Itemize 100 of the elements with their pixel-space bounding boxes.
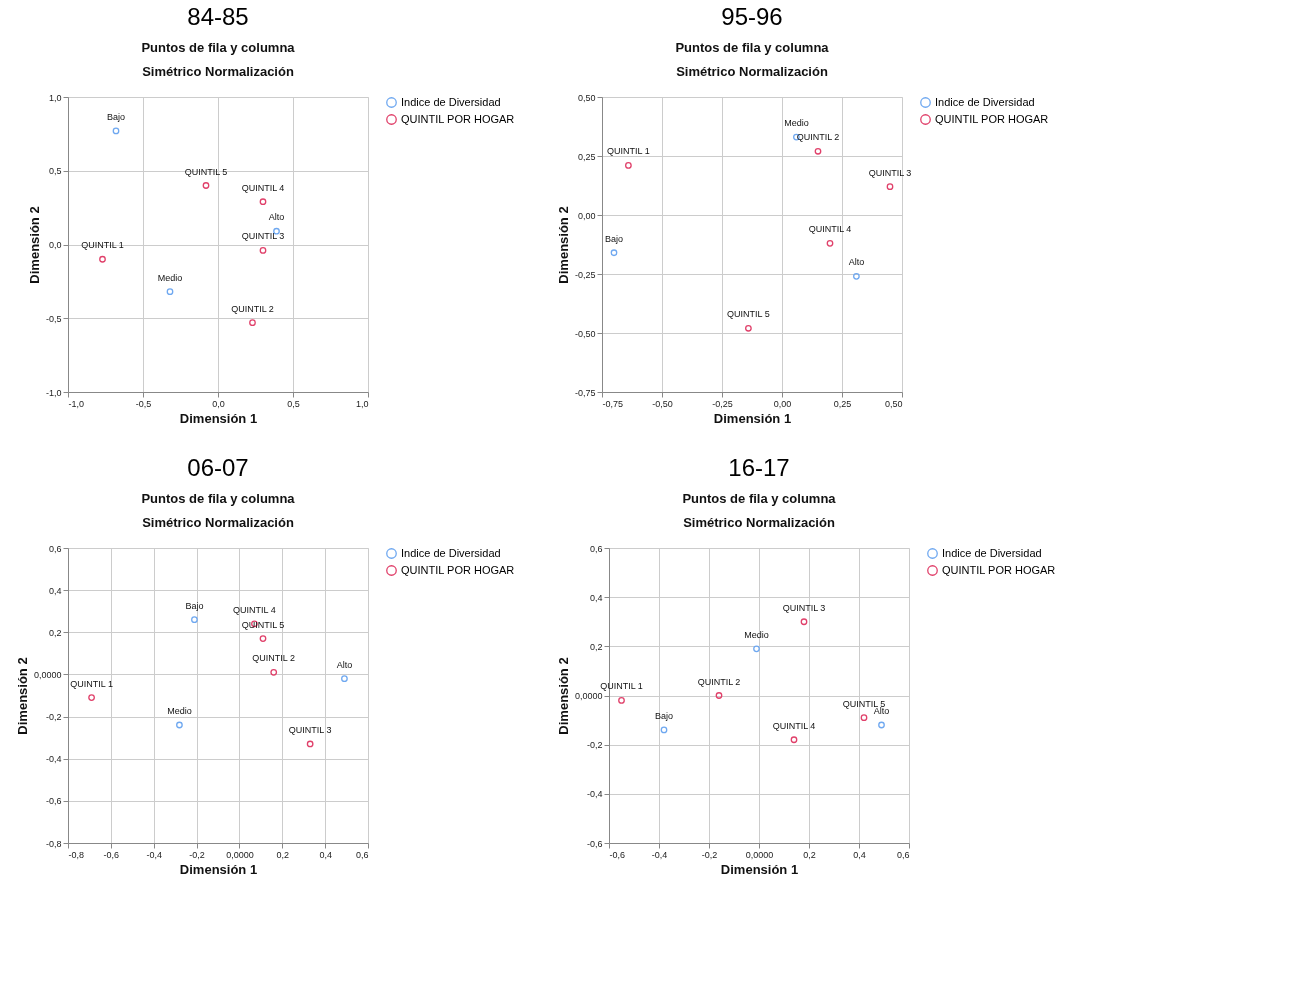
y-tick-label: 0,00: [577, 210, 596, 221]
y-tick-label: 0,2: [589, 641, 603, 652]
x-tick-label: 0,4: [319, 849, 332, 860]
x-axis-title: Dimensión 1: [720, 861, 799, 877]
annotation: QUINTIL 4: [808, 224, 852, 235]
annotation: Bajo: [106, 111, 126, 122]
y-tick-label: 1,0: [48, 92, 62, 103]
x-tick-label: -0,6: [103, 849, 120, 860]
chart-subtitle: Puntos de fila y columna: [675, 40, 830, 55]
x-tick-label: 0,00: [773, 398, 792, 409]
annotation: Bajo: [185, 600, 204, 611]
x-axis-title: Dimensión 1: [179, 410, 258, 426]
annotation: Alto: [268, 212, 285, 223]
x-tick-label: -0,2: [189, 849, 205, 860]
x-tick-label: -0,8: [68, 849, 85, 860]
x-tick-label: 0,2: [276, 849, 290, 860]
annotation: QUINTIL 5: [727, 309, 770, 320]
x-tick-label: -0,50: [652, 398, 673, 409]
x-tick-label: -0,4: [651, 849, 668, 860]
annotation: QUINTIL 4: [233, 604, 276, 615]
annotation: Bajo: [654, 710, 674, 721]
annotation: QUINTIL 3: [241, 231, 285, 242]
annotation: QUINTIL 1: [81, 240, 124, 251]
y-tick-label: 0,50: [577, 92, 596, 103]
y-tick-label: 0,25: [577, 151, 596, 162]
y-tick-label: -0,2: [586, 740, 603, 751]
y-tick-label: 0,5: [48, 166, 62, 177]
y-tick-label: 0,0000: [574, 691, 603, 701]
x-tick-label: 0,5: [287, 398, 300, 409]
chart-title: 84-85: [187, 3, 249, 30]
y-tick-label: 0,6: [48, 543, 62, 554]
y-tick-label: 0,4: [48, 585, 62, 596]
y-tick-label: -1,0: [45, 387, 62, 398]
legend-label: Indice de Diversidad: [942, 546, 1042, 559]
chart-subtitle: Puntos de fila y columna: [682, 491, 837, 506]
legend-label: Indice de Diversidad: [401, 546, 501, 559]
annotation: QUINTIL 2: [231, 303, 274, 314]
annotation: Medio: [157, 272, 183, 283]
annotation: QUINTIL 5: [184, 166, 228, 177]
y-tick-label: 0,6: [589, 543, 603, 554]
x-tick-label: 1,0: [355, 398, 369, 409]
annotation: QUINTIL 4: [772, 720, 816, 731]
text: Simétrico Normalización: [142, 515, 294, 530]
x-tick-label: -1,0: [68, 398, 85, 409]
y-axis-title: Dimensión 2: [26, 206, 42, 284]
text: Simétrico Normalización: [676, 64, 828, 79]
annotation: Medio: [167, 706, 192, 716]
y-tick-label: -0,6: [45, 796, 62, 807]
y-tick-label: 0,2: [48, 627, 62, 638]
legend-label: QUINTIL POR HOGAR: [401, 563, 515, 576]
x-tick-label: 0,25: [833, 398, 852, 409]
annotation: QUINTIL 1: [70, 678, 113, 689]
chart-subtitle: Puntos de fila y columna: [141, 491, 296, 506]
y-tick-label: -0,4: [586, 789, 603, 800]
annotation: Medio: [784, 118, 809, 129]
text: Simétrico Normalización: [142, 64, 294, 79]
y-tick-label: 0,0000: [33, 669, 62, 680]
x-tick-label: 0,6: [355, 849, 369, 860]
y-tick-label: 0,4: [589, 592, 603, 603]
x-tick-label: 0,50: [884, 398, 903, 409]
legend-label: Indice de Diversidad: [935, 95, 1035, 108]
x-tick-label: -0,5: [135, 398, 152, 409]
text: Simétrico Normalización: [683, 515, 835, 530]
x-tick-label: 0,0000: [745, 849, 774, 860]
x-tick-label: -0,2: [701, 849, 718, 860]
annotation: QUINTIL 3: [782, 602, 826, 613]
annotation: QUINTIL 3: [868, 167, 912, 178]
x-tick-label: 0,0: [212, 398, 225, 409]
y-axis-title: Dimensión 2: [555, 657, 571, 735]
x-tick-label: 0,6: [896, 849, 910, 860]
x-tick-label: 0,4: [853, 849, 866, 860]
x-tick-label: -0,25: [712, 398, 733, 409]
x-tick-label: 0,2: [803, 849, 816, 860]
annotation: QUINTIL 4: [241, 182, 285, 193]
x-tick-label: -0,6: [609, 849, 626, 860]
annotation: Bajo: [604, 233, 624, 244]
annotation: Alto: [336, 659, 353, 670]
y-axis-title: Dimensión 2: [555, 206, 571, 284]
legend-label: QUINTIL POR HOGAR: [935, 112, 1049, 125]
x-tick-label: 0,0000: [226, 849, 254, 860]
legend-label: QUINTIL POR HOGAR: [942, 563, 1056, 576]
y-tick-label: -0,2: [45, 712, 62, 723]
annotation: Medio: [744, 629, 769, 640]
chart-title: 06-07: [187, 454, 249, 481]
x-axis-title: Dimensión 1: [179, 861, 258, 877]
x-axis-title: Dimensión 1: [713, 410, 792, 426]
annotation: Alto: [873, 706, 890, 716]
annotation: QUINTIL 2: [796, 132, 840, 143]
chart-title: 95-96: [721, 3, 783, 30]
y-tick-label: 0,0: [48, 240, 62, 250]
annotation: QUINTIL 1: [607, 146, 650, 157]
x-tick-label: -0,4: [146, 849, 162, 860]
y-tick-label: -0,8: [45, 838, 62, 849]
annotation: QUINTIL 5: [241, 619, 285, 630]
y-tick-label: -0,75: [574, 387, 596, 398]
annotation: Alto: [848, 257, 865, 268]
annotation: QUINTIL 2: [697, 676, 741, 687]
y-tick-label: -0,4: [45, 754, 62, 765]
annotation: QUINTIL 1: [600, 681, 643, 692]
x-tick-label: -0,75: [602, 398, 624, 409]
